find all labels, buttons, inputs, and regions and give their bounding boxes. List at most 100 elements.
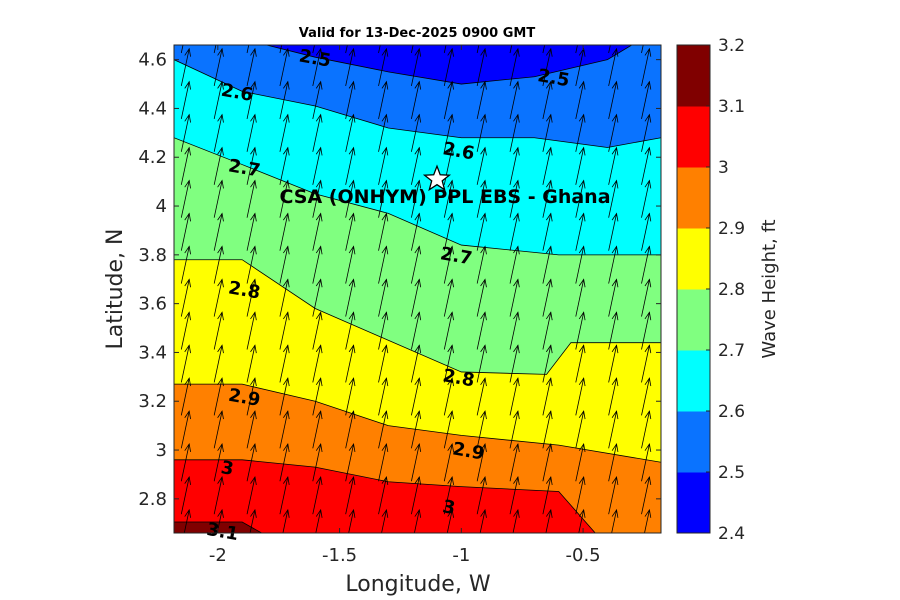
- wind-arrow-head: [348, 344, 356, 354]
- wind-arrow-shaft: [476, 147, 486, 185]
- wind-arrow-head: [283, 80, 290, 90]
- wind-arrow: [279, 410, 290, 449]
- wind-arrow: [509, 212, 520, 251]
- wind-arrow: [443, 443, 454, 482]
- wind-arrow-shaft: [542, 345, 552, 383]
- wind-arrow: [411, 113, 422, 152]
- wind-arrow-shaft: [542, 81, 552, 119]
- wind-arrow: [180, 212, 191, 251]
- wind-arrow-shaft: [414, 509, 420, 533]
- wind-arrow-shaft: [476, 345, 486, 383]
- wind-arrow-shaft: [378, 180, 387, 218]
- wind-arrow: [246, 179, 257, 218]
- wind-arrow-head: [283, 344, 290, 354]
- wind-arrow-head: [348, 410, 356, 420]
- wind-arrow: [542, 278, 553, 317]
- wind-arrow-shaft: [180, 279, 190, 317]
- wind-arrow-shaft: [246, 114, 256, 152]
- wind-arrow-shaft: [213, 345, 223, 383]
- wind-arrow-shaft: [345, 213, 354, 251]
- wind-arrow: [509, 410, 520, 449]
- wind-arrow-shaft: [641, 443, 650, 482]
- wind-arrow-head: [415, 16, 421, 24]
- wind-arrow-head: [217, 179, 224, 189]
- wind-arrow-head: [545, 311, 553, 321]
- wind-arrow-head: [184, 113, 191, 123]
- wind-arrow-shaft: [575, 114, 585, 152]
- wind-arrow: [575, 410, 586, 449]
- wind-arrow: [443, 179, 454, 218]
- wind-arrow-shaft: [512, 509, 519, 533]
- wind-arrow-shaft: [476, 476, 486, 515]
- wind-arrow-head: [513, 443, 520, 453]
- wind-arrow-head: [513, 377, 520, 387]
- contour-line-2-9: [174, 383, 661, 463]
- wind-arrow: [279, 278, 290, 317]
- wind-arrow: [575, 113, 586, 152]
- wind-arrow-head: [283, 212, 290, 222]
- wind-arrow-shaft: [180, 114, 190, 152]
- wind-arrow: [575, 146, 586, 185]
- wind-arrow-head: [480, 311, 487, 321]
- wind-arrow-head: [250, 475, 257, 485]
- wind-arrow-shaft: [575, 147, 585, 185]
- wind-arrow-shaft: [279, 114, 289, 152]
- wind-arrow: [180, 113, 191, 152]
- wind-arrow: [411, 344, 422, 383]
- wind-arrow: [512, 508, 520, 533]
- wind-arrow-head: [184, 410, 191, 420]
- x-tick-label: -1.5: [322, 545, 357, 566]
- wind-arrow-shaft: [608, 476, 617, 515]
- wind-arrow-head: [348, 212, 356, 222]
- wind-arrow-shaft: [312, 213, 322, 251]
- wind-arrow: [378, 212, 389, 251]
- wind-arrow: [249, 508, 257, 533]
- wind-arrow: [476, 80, 487, 119]
- wind-arrow-head: [283, 245, 290, 255]
- wind-arrow-shaft: [345, 246, 354, 284]
- wind-arrow-shaft: [608, 147, 617, 185]
- wind-arrow: [542, 377, 553, 416]
- wind-arrow-head: [315, 80, 323, 90]
- wind-arrow: [246, 278, 257, 317]
- y-tick-label: 3: [156, 440, 167, 461]
- wind-arrow-shaft: [608, 312, 617, 350]
- wind-arrow-shaft: [312, 279, 322, 317]
- wind-arrow: [641, 410, 652, 449]
- wind-arrow-shaft: [180, 48, 190, 87]
- wind-arrow-head: [578, 410, 586, 420]
- wind-arrow-shaft: [476, 443, 486, 482]
- wind-arrow: [476, 45, 480, 54]
- wind-arrow: [641, 344, 652, 383]
- wind-arrow: [345, 278, 356, 317]
- wind-arrow: [345, 113, 356, 152]
- wind-arrow-shaft: [443, 246, 453, 284]
- wind-arrow-shaft: [509, 476, 519, 515]
- y-tick-label: 2.8: [138, 489, 167, 510]
- wind-arrow: [443, 410, 454, 449]
- wind-arrow-shaft: [641, 45, 644, 54]
- wind-arrow: [378, 475, 389, 515]
- wind-arrow: [279, 311, 290, 350]
- wind-arrow-head: [480, 278, 487, 288]
- wind-arrow: [345, 410, 356, 449]
- wind-arrow-head: [414, 278, 422, 288]
- wind-arrow: [213, 245, 224, 284]
- wind-arrow-head: [414, 212, 422, 222]
- y-axis-ticks: 2.8 3 3.2 3.4 3.6 3.8 4 4.2 4.4 4.6: [138, 50, 661, 510]
- wind-arrow: [279, 443, 290, 482]
- y-tick-label: 4.4: [138, 98, 167, 119]
- wind-arrow-head: [315, 146, 323, 156]
- wind-arrow: [213, 443, 224, 482]
- colorbar-segment: [677, 228, 710, 290]
- wind-arrow: [312, 278, 323, 317]
- wind-arrow: [279, 113, 290, 152]
- wind-arrow: [279, 179, 290, 218]
- wind-arrow-head: [545, 245, 553, 255]
- wind-arrow-head: [513, 212, 520, 222]
- band-3-1: [174, 522, 262, 533]
- wind-arrow-shaft: [641, 378, 650, 416]
- wind-arrow: [542, 311, 553, 350]
- wind-arrow-head: [513, 16, 519, 24]
- wind-arrow-head: [644, 80, 652, 90]
